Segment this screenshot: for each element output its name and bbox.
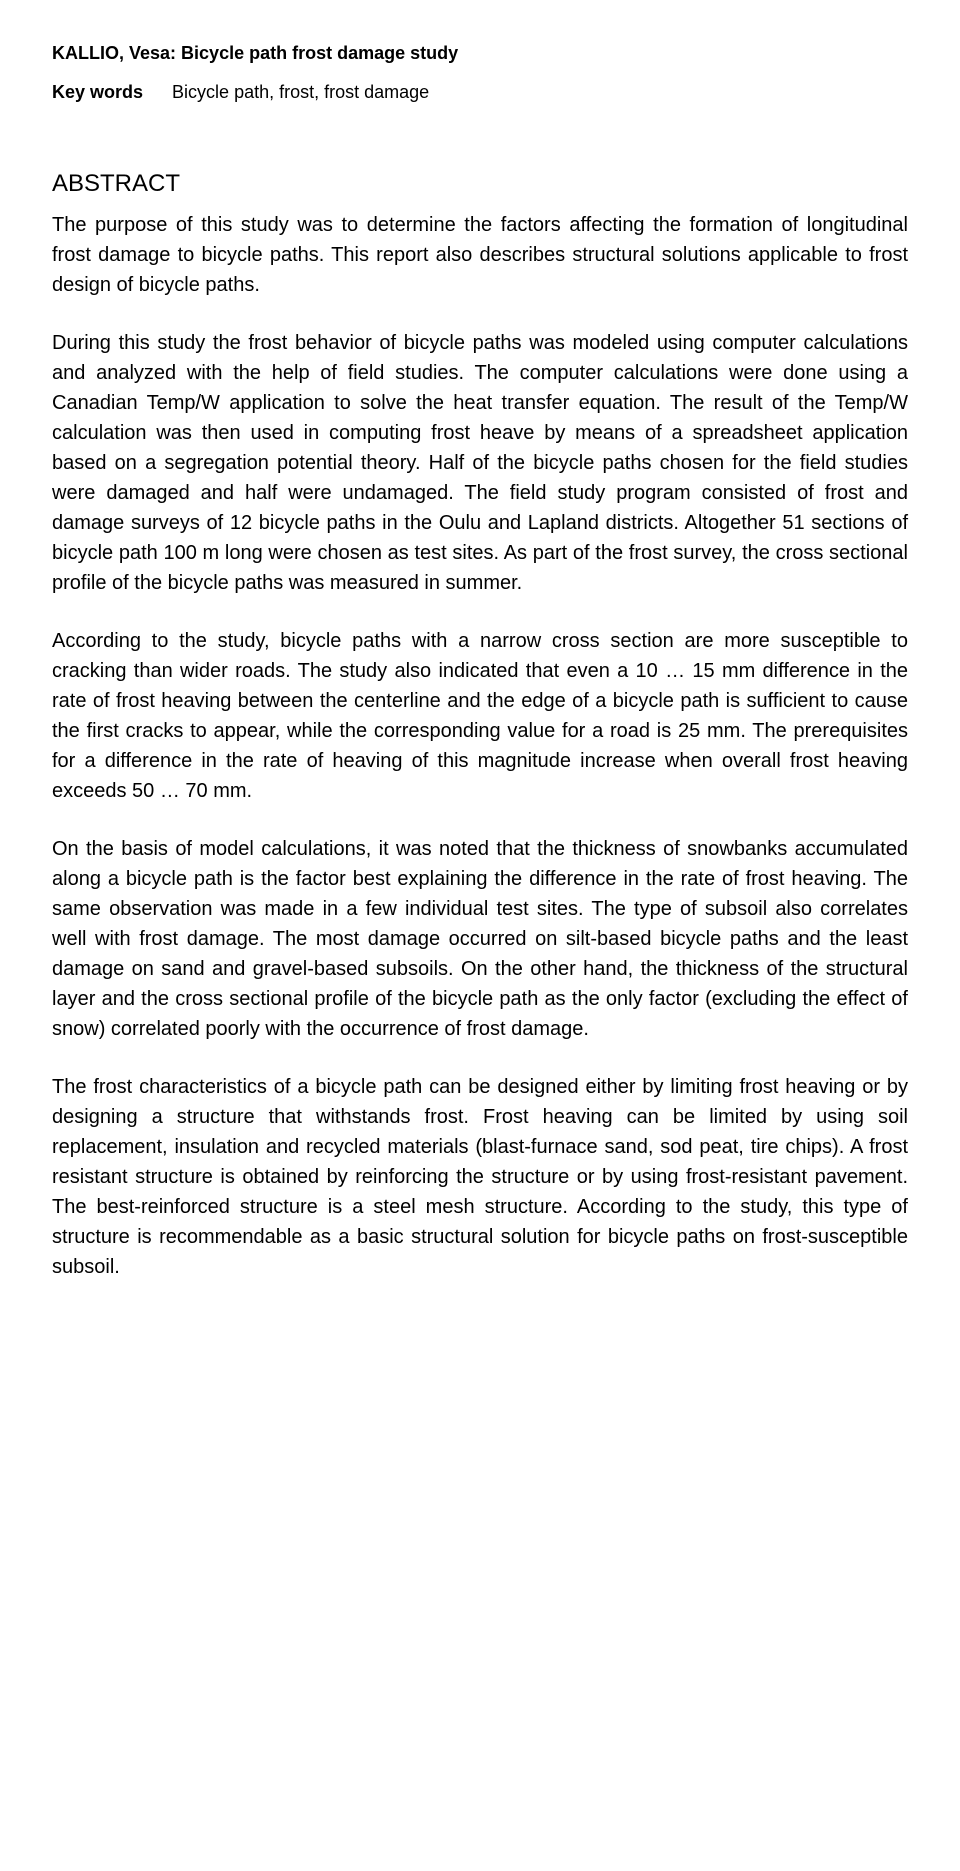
keywords-values: Bicycle path, frost, frost damage — [172, 82, 429, 102]
abstract-paragraph-1: The purpose of this study was to determi… — [52, 210, 908, 300]
author-name: KALLIO, Vesa: — [52, 43, 176, 63]
keywords-label: Key words — [52, 79, 143, 106]
abstract-paragraph-5: The frost characteristics of a bicycle p… — [52, 1072, 908, 1282]
paper-title: Bicycle path frost damage study — [181, 43, 458, 63]
keywords-row: Key words Bicycle path, frost, frost dam… — [52, 79, 908, 106]
abstract-paragraph-2: During this study the frost behavior of … — [52, 328, 908, 598]
paper-header: KALLIO, Vesa: Bicycle path frost damage … — [52, 40, 908, 67]
abstract-paragraph-3: According to the study, bicycle paths wi… — [52, 626, 908, 806]
abstract-heading: ABSTRACT — [52, 166, 908, 202]
abstract-paragraph-4: On the basis of model calculations, it w… — [52, 834, 908, 1044]
